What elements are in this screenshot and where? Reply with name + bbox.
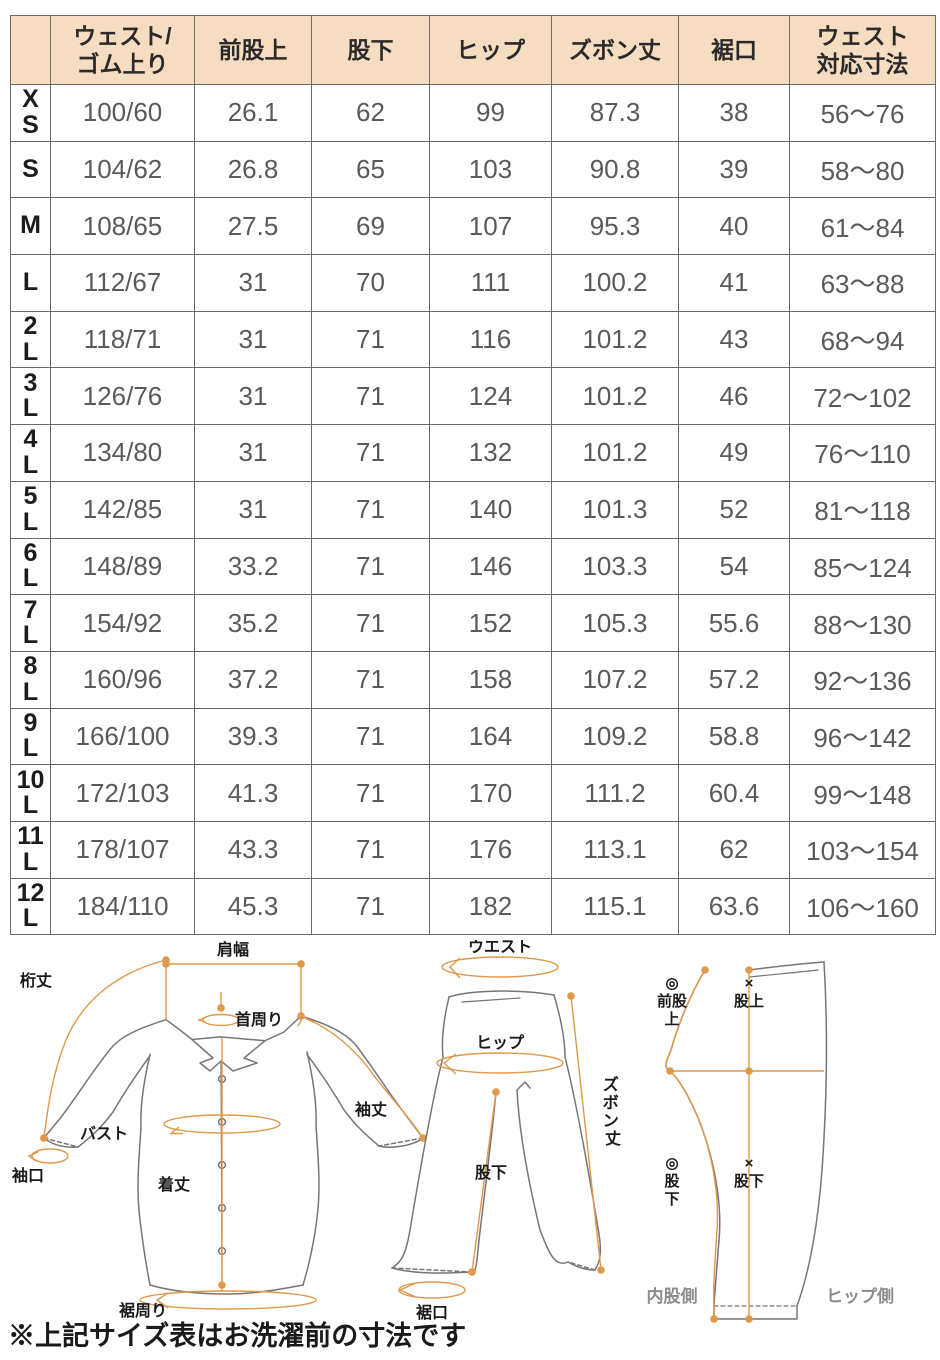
svg-text:ヒップ: ヒップ — [476, 1033, 525, 1052]
svg-text:袖口: 袖口 — [12, 1166, 44, 1185]
svg-text:下: 下 — [664, 1191, 679, 1208]
svg-text:ズ ボ ン 丈: ズ ボ ン 丈 — [603, 1075, 623, 1148]
svg-text:※上記サイズ表はお洗濯前の寸法です: ※上記サイズ表はお洗濯前の寸法です — [8, 1320, 466, 1351]
svg-text:×: × — [745, 975, 754, 992]
svg-text:内股側: 内股側 — [647, 1286, 698, 1306]
svg-text:◎: ◎ — [665, 975, 678, 992]
svg-text:股下: 股下 — [734, 1173, 764, 1190]
svg-text:裾口: 裾口 — [416, 1303, 448, 1322]
svg-text:着丈: 着丈 — [157, 1175, 190, 1194]
svg-text:桁丈: 桁丈 — [20, 971, 52, 990]
svg-text:ヒップ側: ヒップ側 — [826, 1286, 894, 1306]
svg-text:首周り: 首周り — [235, 1010, 283, 1029]
svg-text:股上: 股上 — [734, 993, 764, 1010]
svg-text:◎: ◎ — [665, 1155, 678, 1172]
svg-text:裾周り: 裾周り — [119, 1301, 167, 1320]
svg-text:上: 上 — [664, 1011, 679, 1028]
svg-text:前股: 前股 — [657, 992, 688, 1010]
svg-text:股下: 股下 — [475, 1164, 507, 1182]
svg-text:バスト: バスト — [80, 1125, 128, 1143]
svg-text:肩幅: 肩幅 — [217, 940, 249, 959]
svg-text:股: 股 — [664, 1173, 680, 1190]
svg-text:×: × — [745, 1155, 754, 1172]
svg-text:袖丈: 袖丈 — [355, 1100, 387, 1119]
svg-text:ウエスト: ウエスト — [468, 940, 532, 956]
